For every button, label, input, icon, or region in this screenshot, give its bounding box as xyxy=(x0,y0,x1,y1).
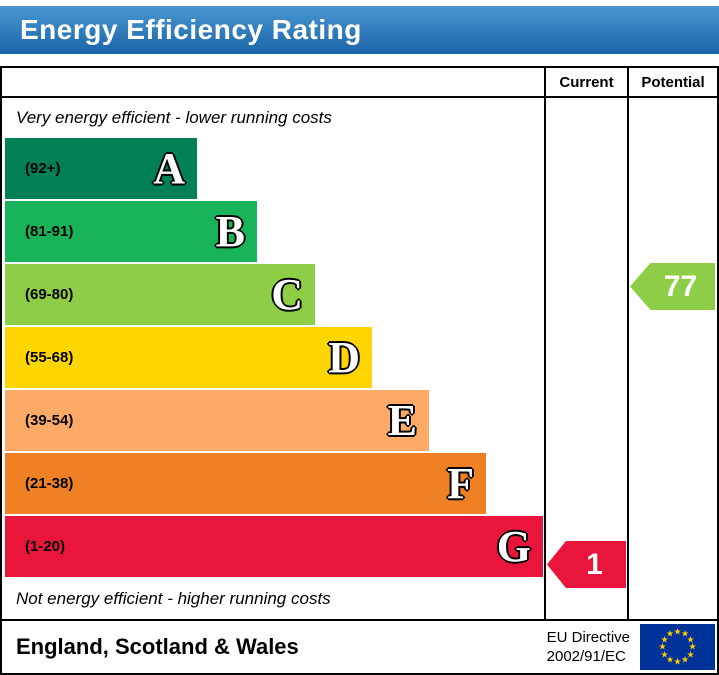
band-d-range: (55-68) xyxy=(25,349,74,366)
eu-flag-star: ★ xyxy=(686,649,695,659)
epc-table: Current Potential Very energy efficient … xyxy=(2,68,717,619)
eu-flag: ★ ★ ★ ★ ★ ★ ★ ★ ★ ★ ★ ★ xyxy=(640,624,715,670)
bands-column: Very energy efficient - lower running co… xyxy=(2,98,544,619)
band-f-range: (21-38) xyxy=(25,475,74,492)
eu-flag-star: ★ xyxy=(680,654,690,665)
eu-flag-star: ★ xyxy=(665,628,675,639)
band-a-letter: A xyxy=(153,143,185,193)
eu-flag-star: ★ xyxy=(660,649,669,659)
band-b-letter: B xyxy=(215,206,245,256)
current-value: 1 xyxy=(586,547,603,581)
potential-column-header: Potential xyxy=(627,68,717,98)
band-c-letter: C xyxy=(271,269,303,319)
eu-flag-star: ★ xyxy=(688,641,697,652)
current-arrow: 1 xyxy=(547,541,626,588)
eu-directive-label: EU Directive 2002/91/EC xyxy=(547,628,630,667)
current-column-header: Current xyxy=(544,68,627,98)
eu-flag-star: ★ xyxy=(660,634,669,644)
top-note: Very energy efficient - lower running co… xyxy=(16,108,332,127)
band-f-letter: F xyxy=(447,458,474,508)
potential-arrow: 77 xyxy=(630,263,715,310)
bottom-note: Not energy efficient - higher running co… xyxy=(16,589,331,608)
band-e-range: (39-54) xyxy=(25,412,74,429)
footer: England, Scotland & Wales EU Directive 2… xyxy=(2,619,717,673)
band-b-range: (81-91) xyxy=(25,223,74,240)
region-label: England, Scotland & Wales xyxy=(16,634,299,659)
band-g: (1-20) G xyxy=(5,516,543,577)
eu-flag-star: ★ xyxy=(665,654,675,665)
eu-directive-line1: EU Directive xyxy=(546,628,630,646)
band-f: (21-38) F xyxy=(5,453,486,514)
eu-flag-star: ★ xyxy=(658,641,667,652)
potential-column: 77 xyxy=(627,98,717,619)
band-b: (81-91) B xyxy=(5,201,257,262)
eu-flag-star: ★ xyxy=(673,656,682,667)
band-c-range: (69-80) xyxy=(25,286,74,303)
band-c: (69-80) C xyxy=(5,264,315,325)
page-title: Energy Efficiency Rating xyxy=(20,14,362,45)
band-g-range: (1-20) xyxy=(25,538,66,555)
potential-value: 77 xyxy=(663,269,698,303)
band-a-range: (92+) xyxy=(25,160,61,177)
band-e-letter: E xyxy=(387,395,417,445)
band-d-letter: D xyxy=(328,332,360,382)
band-d: (55-68) D xyxy=(5,327,372,388)
eu-flag-star: ★ xyxy=(673,626,682,637)
eu-directive-line2: 2002/91/EC xyxy=(546,648,626,665)
current-column: 1 xyxy=(544,98,627,619)
eu-flag-star: ★ xyxy=(686,634,695,644)
bars: (92+) A (81-91) B (69-80) C (55-68) D xyxy=(2,138,544,577)
title-bar: Energy Efficiency Rating xyxy=(0,6,719,54)
band-e: (39-54) E xyxy=(5,390,429,451)
header-spacer xyxy=(2,68,544,98)
eu-flag-star: ★ xyxy=(680,628,690,639)
epc-frame: Current Potential Very energy efficient … xyxy=(0,66,719,675)
band-a: (92+) A xyxy=(5,138,197,199)
band-g-letter: G xyxy=(496,521,531,571)
